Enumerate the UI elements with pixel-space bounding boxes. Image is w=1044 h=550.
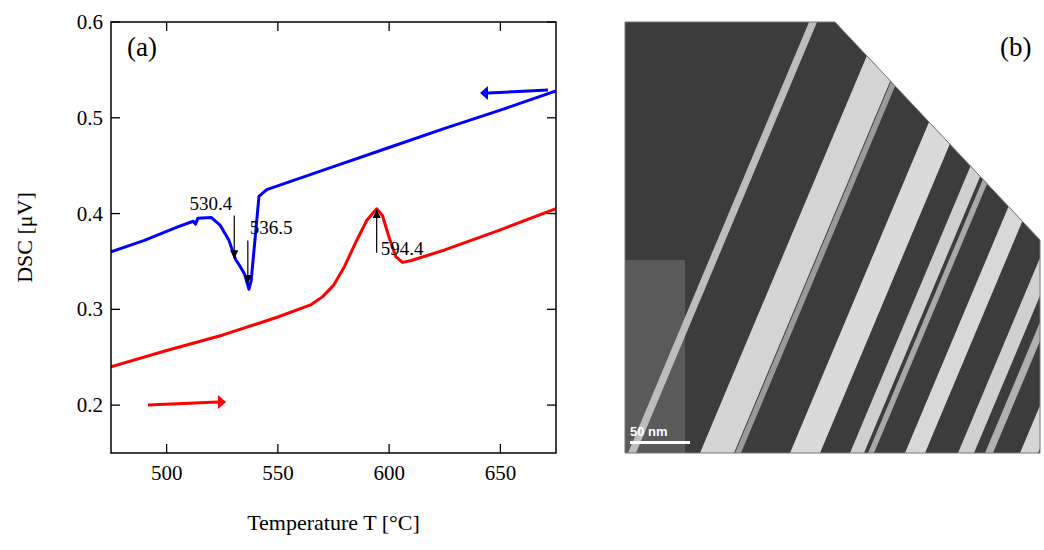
direction-arrow-head [480,86,488,100]
annotation-label: 594.4 [381,238,424,259]
annotation-label: 536.5 [250,217,293,238]
micrograph-ground [625,22,1040,453]
y-tick [111,309,120,310]
plot-lines [111,91,556,367]
x-tick-label: 500 [151,461,183,485]
micrograph-region [625,260,685,460]
y-tick-label: 0.2 [77,393,103,417]
annotation-label: 530.4 [190,193,233,214]
x-tick-label: 550 [262,461,294,485]
x-tick-label: 650 [485,461,517,485]
panel-label: (a) [127,32,157,62]
y-tick-right [547,117,556,118]
y-tick [111,404,120,405]
figure: 500 550 600 650 0.2 0.3 0.4 0.5 0.6 530.4 536.5 594… [0,0,1044,550]
annotation-arrow [376,210,377,253]
x-axis-title: Temperature T [°C] [247,510,420,535]
x-tick [500,444,501,453]
y-tick-right [547,404,556,405]
dsc-curve [111,209,556,367]
scale-bar-label: 50 nm [630,424,668,439]
x-tick-label: 600 [373,461,405,485]
x-tick-top [500,22,501,31]
y-tick-label: 0.6 [77,10,103,34]
micrograph-band [958,22,1044,453]
direction-arrow [148,402,218,405]
y-tick-label: 0.5 [77,106,103,130]
y-tick [111,213,120,214]
annotation-arrow [247,240,248,283]
x-tick-top [166,22,167,31]
y-tick-label: 0.4 [77,202,104,226]
direction-arrow-head [218,395,226,409]
plot-frame [111,22,556,453]
micrograph-band [985,22,1044,453]
panel-label: (b) [1000,32,1031,62]
x-tick [388,444,389,453]
micrograph-band [905,22,1044,453]
x-tick-top [388,22,389,31]
y-axis-title: DSC [μV] [12,192,37,283]
micrograph [625,22,1044,460]
scale-bar [630,441,690,444]
x-tick [166,444,167,453]
y-tick [111,117,120,118]
x-tick [277,444,278,453]
direction-arrow [488,90,548,93]
y-tick-right [547,309,556,310]
y-tick-label: 0.3 [77,297,103,321]
micrograph-band [628,22,817,453]
x-tick-top [277,22,278,31]
dsc-curve [111,91,556,289]
annotation-arrow [234,216,235,259]
micrograph-edge [625,22,1040,453]
